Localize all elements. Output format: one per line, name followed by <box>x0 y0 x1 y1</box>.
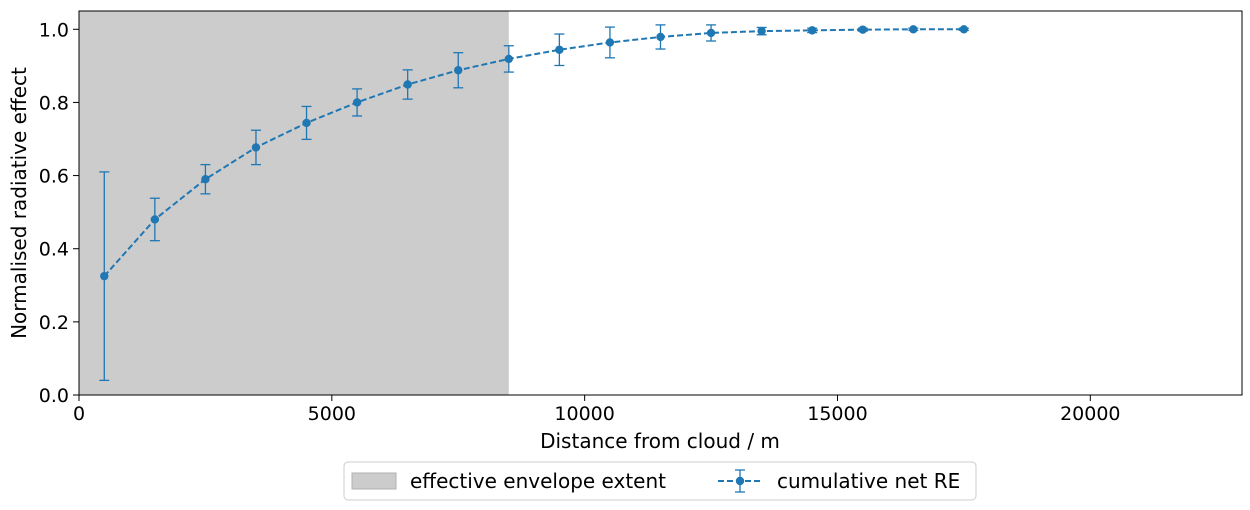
x-tick-label: 20000 <box>1060 403 1120 425</box>
data-point <box>706 28 716 38</box>
x-tick-label: 15000 <box>807 403 867 425</box>
plot-frame <box>78 10 1243 396</box>
y-tick-label: 0.4 <box>39 239 69 261</box>
data-point <box>959 25 969 34</box>
data-point <box>302 118 311 128</box>
y-tick-label: 0.0 <box>39 385 69 407</box>
y-tick-label: 0.2 <box>39 312 69 334</box>
data-point <box>150 215 160 224</box>
data-point <box>504 54 514 64</box>
shaded-region-effective-envelope <box>79 11 509 395</box>
x-tick-label: 0 <box>73 403 85 425</box>
x-axis: 0 5000 10000 15000 20000 <box>73 395 1121 425</box>
data-point <box>909 25 918 34</box>
x-tick-label: 10000 <box>554 403 614 425</box>
data-point <box>858 25 867 34</box>
data-point <box>605 38 615 47</box>
data-point <box>100 271 109 281</box>
legend: effective envelope extent cumulative net… <box>343 461 977 501</box>
data-point <box>757 26 766 36</box>
legend-swatch-shaded <box>351 472 397 490</box>
series-line <box>103 28 964 277</box>
x-axis-label: Distance from cloud / m <box>540 429 780 453</box>
legend-box <box>343 461 977 501</box>
data-point <box>403 80 412 89</box>
y-tick-label: 0.8 <box>39 92 69 114</box>
data-point <box>201 175 210 184</box>
y-axis: 0.0 0.2 0.4 0.6 0.8 1.0 <box>39 19 79 407</box>
data-point <box>656 32 665 42</box>
legend-label-shaded: effective envelope extent <box>410 469 666 493</box>
data-point <box>251 143 261 152</box>
y-tick-label: 0.6 <box>39 166 69 188</box>
y-axis-label: Normalised radiative effect <box>7 67 31 339</box>
data-marks <box>99 24 969 382</box>
data-point <box>352 98 362 107</box>
y-tick-label: 1.0 <box>39 19 69 41</box>
legend-series-marker <box>735 476 745 486</box>
data-point <box>555 45 564 54</box>
legend-swatch-series <box>718 469 762 493</box>
data-point <box>807 26 817 35</box>
legend-label-series: cumulative net RE <box>777 469 960 493</box>
data-point <box>454 66 463 75</box>
x-tick-label: 5000 <box>308 403 356 425</box>
